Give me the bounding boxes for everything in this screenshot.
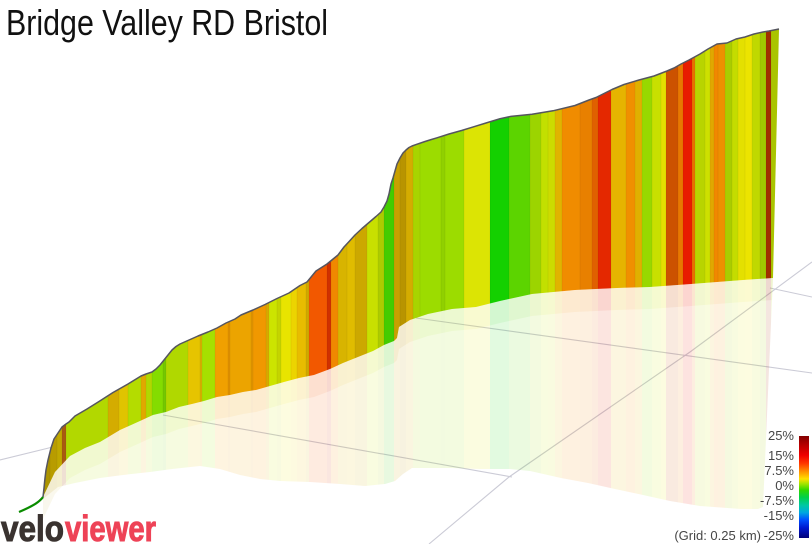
svg-text:-15%: -15% [764,508,795,523]
svg-text:viewer: viewer [65,508,156,544]
svg-text:-7.5%: -7.5% [760,493,794,508]
svg-text:Bridge Valley RD Bristol: Bridge Valley RD Bristol [6,2,328,43]
svg-text:7.5%: 7.5% [764,463,794,478]
svg-text:25%: 25% [768,428,794,443]
svg-text:0%: 0% [775,478,794,493]
svg-text:15%: 15% [768,448,794,463]
svg-text:-25%: -25% [764,528,795,543]
svg-text:velo: velo [1,508,64,544]
svg-text:(Grid: 0.25 km): (Grid: 0.25 km) [674,528,761,543]
